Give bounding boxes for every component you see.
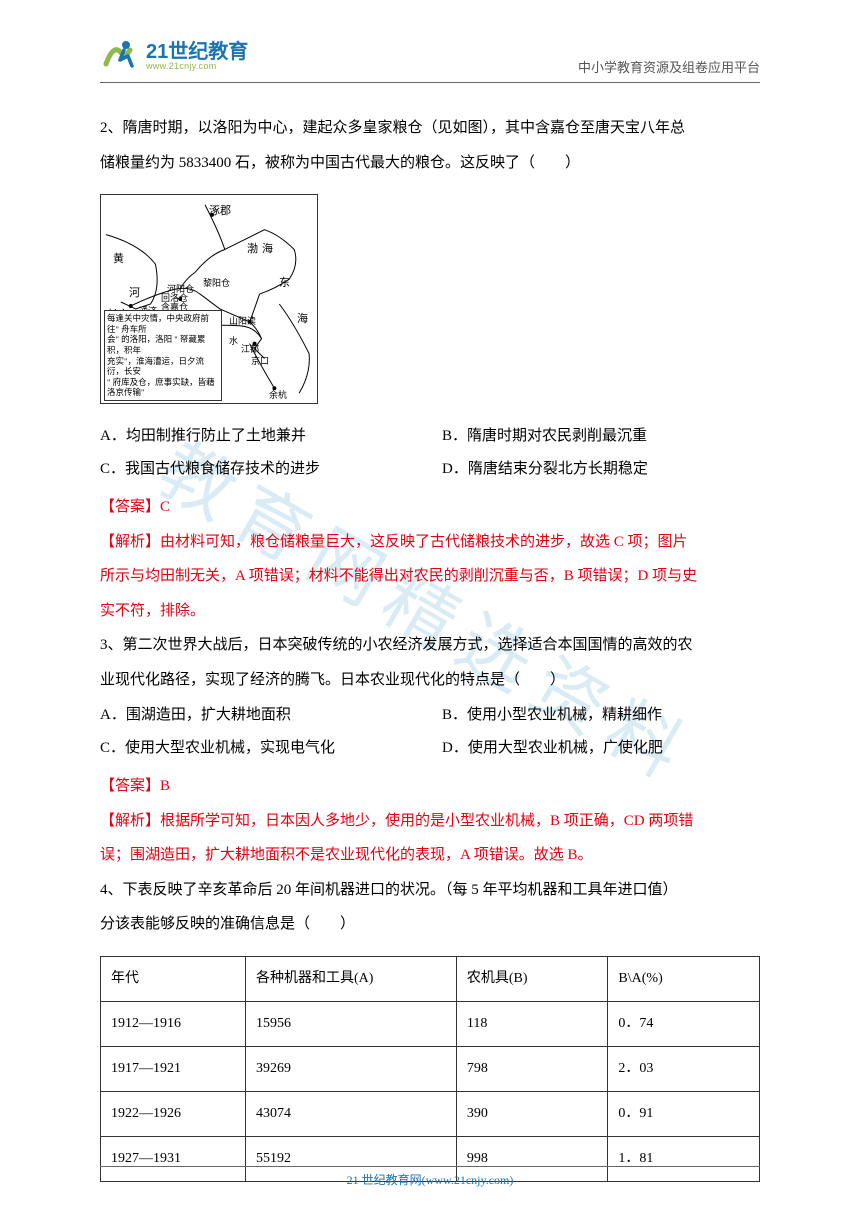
- q2-explain-l2: 所示与均田制无关，A 项错误；材料不能得出对农民的剥削沉重与否，B 项错误；D …: [100, 559, 760, 594]
- td: 798: [456, 1046, 608, 1091]
- q3-stem-line1: 3、第二次世界大战后，日本突破传统的小农经济发展方式，选择适合本国国情的高效的农: [100, 628, 760, 663]
- th-1: 各种机器和工具(A): [245, 956, 456, 1001]
- q3-option-b: B．使用小型农业机械，精耕细作: [442, 699, 760, 732]
- q3-option-c: C．使用大型农业机械，实现电气化: [100, 732, 418, 765]
- td: 39269: [245, 1046, 456, 1091]
- map-label-jingkou: 京口: [251, 351, 269, 372]
- q3-option-d: D．使用大型农业机械，广使化肥: [442, 732, 760, 765]
- map-caption-l3: 充实"，淮海漕运，日夕流衍，长安: [107, 356, 219, 377]
- q2-explain-text1: 由材料可知，粮仓储粮量巨大，这反映了古代储粮技术的进步，故选 C 项；图片: [160, 534, 688, 550]
- q2-option-d: D．隋唐结束分裂北方长期稳定: [442, 453, 760, 486]
- map-label-shanyangdu: 山阳渎: [229, 311, 256, 332]
- q3-explain-l1: 【解析】根据所学可知，日本因人多地少，使用的是小型农业机械，B 项正确，CD 两…: [100, 804, 760, 839]
- page-container: 21世纪教育 www.21cnjy.com 中小学教育资源及组卷应用平台 2、隋…: [0, 0, 860, 1212]
- td: 1912—1916: [101, 1001, 246, 1046]
- th-2: 农机具(B): [456, 956, 608, 1001]
- td: 0．91: [608, 1092, 760, 1137]
- q3-explain-l2: 误；围湖造田，扩大耕地面积不是农业现代化的表现，A 项错误。故选 B。: [100, 838, 760, 873]
- content: 2、隋唐时期，以洛阳为中心，建起众多皇家粮仓（见如图），其中含嘉仓至唐天宝八年总…: [100, 111, 760, 1182]
- table-header-row: 年代 各种机器和工具(A) 农机具(B) B\A(%): [101, 956, 760, 1001]
- table-row: 1922—1926 43074 390 0．91: [101, 1092, 760, 1137]
- td: 2．03: [608, 1046, 760, 1091]
- q2-explain-label: 【解析】: [100, 534, 160, 550]
- map-label-dong: 东: [279, 271, 290, 296]
- q2-answer: 【答案】C: [100, 490, 760, 525]
- q2-option-b: B．隋唐时期对农民剥削最沉重: [442, 420, 760, 453]
- q2-stem-line2: 储粮量约为 5833400 石，被称为中国古代最大的粮仓。这反映了（ ）: [100, 146, 760, 181]
- q3-options: A．围湖造田，扩大耕地面积 B．使用小型农业机械，精耕细作 C．使用大型农业机械…: [100, 699, 760, 765]
- data-table: 年代 各种机器和工具(A) 农机具(B) B\A(%) 1912—1916 15…: [100, 956, 760, 1183]
- q3-explain-text1: 根据所学可知，日本因人多地少，使用的是小型农业机械，B 项正确，CD 两项错: [160, 813, 693, 829]
- q4-stem-line1: 4、下表反映了辛亥革命后 20 年间机器进口的状况。（每 5 年平均机器和工具年…: [100, 873, 760, 908]
- logo-en: www.21cnjy.com: [146, 62, 248, 71]
- map-label-liyangcang: 黎阳仓: [203, 273, 230, 294]
- map-caption: 每逢关中灾情，中央政府前往" 舟车所 会" 的洛阳，洛阳 " 帑藏累积，积年 充…: [104, 310, 222, 401]
- q4-stem-line2: 分该表能够反映的准确信息是（ ）: [100, 907, 760, 942]
- page-footer: 21 世纪教育网(www.21cnjy.com): [100, 1166, 760, 1188]
- td: 15956: [245, 1001, 456, 1046]
- td: 1917—1921: [101, 1046, 246, 1091]
- logo-icon: [100, 36, 140, 76]
- table-row: 1917—1921 39269 798 2．03: [101, 1046, 760, 1091]
- td: 390: [456, 1092, 608, 1137]
- th-3: B\A(%): [608, 956, 760, 1001]
- th-0: 年代: [101, 956, 246, 1001]
- q2-stem-line1: 2、隋唐时期，以洛阳为中心，建起众多皇家粮仓（见如图），其中含嘉仓至唐天宝八年总: [100, 111, 760, 146]
- q2-option-c: C．我国古代粮食储存技术的进步: [100, 453, 418, 486]
- map-label-hai: 海: [297, 307, 308, 332]
- q2-option-a: A．均田制推行防止了土地兼并: [100, 420, 418, 453]
- q3-answer-value: B: [160, 778, 170, 794]
- map-label-shui: 水: [229, 331, 238, 352]
- map-label-bohai: 渤海: [247, 237, 277, 262]
- logo: 21世纪教育 www.21cnjy.com: [100, 36, 248, 76]
- q2-explain-l3: 实不符，排除。: [100, 594, 760, 629]
- table-row: 1912—1916 15956 118 0．74: [101, 1001, 760, 1046]
- q2-answer-label: 【答案】: [100, 499, 160, 515]
- logo-cn: 21世纪教育: [146, 42, 248, 62]
- map-caption-l4: " 府库及仓，庶事实缺，皆藉洛京传输": [107, 377, 219, 398]
- map-label-yuhang: 余杭: [269, 385, 287, 404]
- header-right-text: 中小学教育资源及组卷应用平台: [578, 57, 760, 76]
- q2-explain-l1: 【解析】由材料可知，粮仓储粮量巨大，这反映了古代储粮技术的进步，故选 C 项；图…: [100, 525, 760, 560]
- table-body: 1912—1916 15956 118 0．74 1917—1921 39269…: [101, 1001, 760, 1182]
- q3-explain-label: 【解析】: [100, 813, 160, 829]
- page-header: 21世纪教育 www.21cnjy.com 中小学教育资源及组卷应用平台: [100, 36, 760, 83]
- map-label-huang: 黄: [113, 247, 124, 272]
- logo-text: 21世纪教育 www.21cnjy.com: [146, 42, 248, 71]
- map-caption-l1: 每逢关中灾情，中央政府前往" 舟车所: [107, 313, 219, 334]
- map-figure: 涿郡 黄 渤海 河 长安 通济 太仓 河阳仓 回洛仓 含嘉仓 洛阳 洛口仓 黎阳…: [100, 194, 318, 404]
- q3-option-a: A．围湖造田，扩大耕地面积: [100, 699, 418, 732]
- td: 118: [456, 1001, 608, 1046]
- q3-stem-line2: 业现代化路径，实现了经济的腾飞。日本农业现代化的特点是（ ）: [100, 663, 760, 698]
- q3-answer: 【答案】B: [100, 769, 760, 804]
- q2-answer-value: C: [160, 499, 170, 515]
- td: 0．74: [608, 1001, 760, 1046]
- map-caption-l2: 会" 的洛阳，洛阳 " 帑藏累积，积年: [107, 334, 219, 355]
- td: 1922—1926: [101, 1092, 246, 1137]
- table-wrap: 年代 各种机器和工具(A) 农机具(B) B\A(%) 1912—1916 15…: [100, 956, 760, 1183]
- q2-options: A．均田制推行防止了土地兼并 B．隋唐时期对农民剥削最沉重 C．我国古代粮食储存…: [100, 420, 760, 486]
- q3-answer-label: 【答案】: [100, 778, 160, 794]
- map-label-zuojun: 涿郡: [209, 199, 231, 224]
- td: 43074: [245, 1092, 456, 1137]
